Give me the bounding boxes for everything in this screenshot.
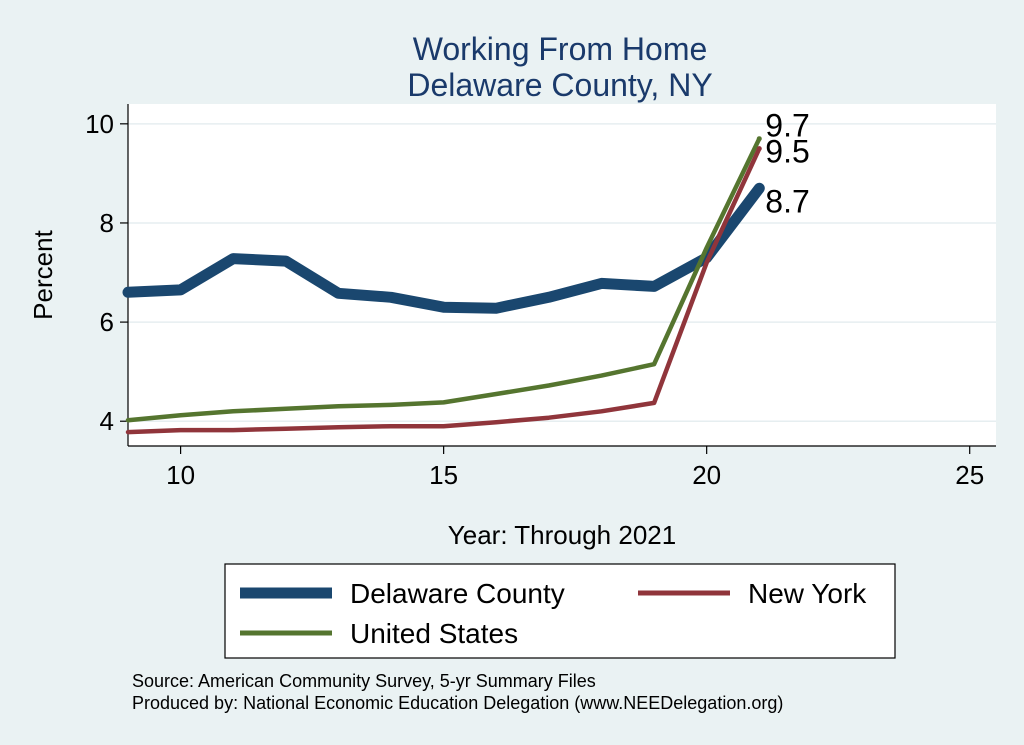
end-label-new-york: 9.5	[765, 134, 809, 170]
x-tick-label-10: 10	[166, 460, 195, 490]
y-tick-label-8: 8	[100, 208, 114, 238]
source-line-2: Produced by: National Economic Education…	[132, 693, 783, 713]
x-tick-label-15: 15	[429, 460, 458, 490]
y-tick-label-10: 10	[85, 109, 114, 139]
y-tick-label-4: 4	[100, 406, 114, 436]
x-axis-title: Year: Through 2021	[448, 520, 676, 550]
x-tick-label-20: 20	[692, 460, 721, 490]
end-labels: 8.7 9.59.7	[765, 108, 809, 220]
legend-box	[224, 563, 896, 659]
legend: Delaware County New York United States	[224, 563, 896, 659]
series-line-new-york	[125, 146, 762, 435]
source-line-1: Source: American Community Survey, 5-yr …	[132, 671, 596, 691]
end-label-united-states: 9.7	[765, 108, 809, 144]
end-label-delaware-county: 8.7	[765, 183, 809, 219]
legend-label-united-states: United States	[350, 618, 518, 649]
series-line-delaware-county	[122, 182, 765, 314]
series-line-united-states	[125, 136, 762, 423]
series-endpoint-new-york	[756, 146, 762, 152]
series-endpoint-united-states	[756, 136, 762, 142]
axes: 4 6 8 10 10 15 20 25	[85, 104, 996, 490]
series-lines	[122, 136, 765, 435]
series-endpoint-delaware-county	[756, 185, 762, 191]
x-tick-label-25: 25	[955, 460, 984, 490]
legend-label-new-york: New York	[748, 578, 867, 609]
chart-title-line-2: Delaware County, NY	[407, 67, 712, 103]
legend-label-delaware-county: Delaware County	[350, 578, 565, 609]
y-tick-label-6: 6	[100, 307, 114, 337]
gridlines	[128, 123, 996, 422]
plot-area	[128, 104, 996, 446]
y-axis-title: Percent	[28, 229, 58, 319]
chart-title-line-1: Working From Home	[413, 31, 708, 67]
